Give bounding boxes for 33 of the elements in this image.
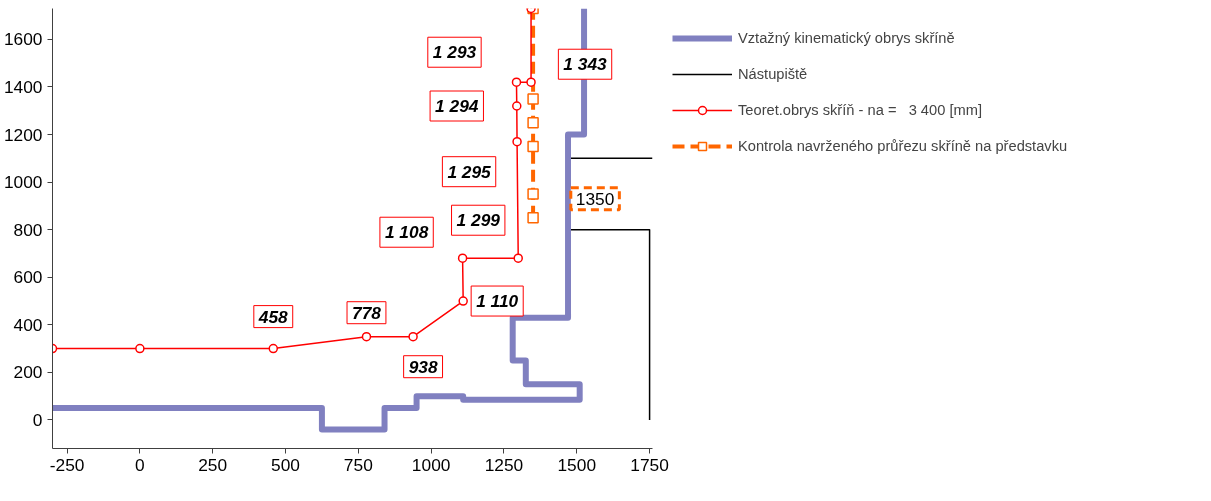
annotation: 1 295 (447, 161, 492, 182)
x-tick-label: 0 (135, 454, 145, 475)
annotation: 458 (257, 306, 289, 327)
x-tick-label: 1000 (411, 454, 451, 475)
annotation: 938 (408, 356, 438, 377)
legend-label: Vztažný kinematický obrys skříně (738, 30, 955, 46)
y-tick-label: 600 (13, 267, 43, 288)
y-tick-label: 1600 (3, 29, 43, 50)
x-tick-label: 1750 (630, 454, 669, 475)
annotation: 1 299 (456, 210, 501, 231)
y-tick-label: 1000 (3, 172, 43, 193)
x-tick-label: 1250 (484, 454, 524, 475)
x-tick-label: 1500 (557, 454, 597, 475)
annotation: 1 294 (435, 96, 479, 117)
annotation: 1 293 (432, 42, 477, 63)
y-tick-label: 0 (32, 409, 43, 430)
annotation: 1 110 (476, 291, 519, 312)
x-tick-label: -250 (49, 454, 85, 475)
legend-label: Kontrola navrženého průřezu skříně na představku (738, 138, 1068, 154)
annotation: 1 108 (384, 222, 429, 243)
annotation: 1350 (575, 188, 615, 209)
y-tick-label: 1200 (3, 124, 43, 145)
y-tick-label: 400 (13, 314, 43, 335)
legend-label: Teoret.obrys skříň - na = 3 400 [mm] (738, 102, 982, 118)
y-tick-label: 200 (13, 362, 43, 383)
y-tick-label: 800 (13, 219, 43, 240)
x-tick-label: 500 (271, 454, 300, 475)
x-tick-label: 750 (343, 454, 373, 475)
x-tick-label: 250 (198, 454, 228, 475)
y-tick-label: 1400 (3, 76, 43, 97)
annotation: 778 (352, 302, 382, 323)
legend-label: Nástupiště (738, 66, 808, 82)
annotation: 1 343 (563, 54, 608, 75)
